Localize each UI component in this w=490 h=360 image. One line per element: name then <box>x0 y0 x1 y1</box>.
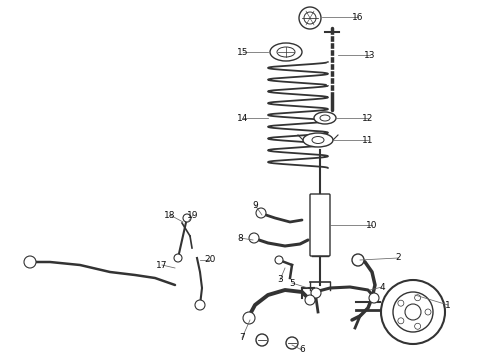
Circle shape <box>256 208 266 218</box>
Circle shape <box>352 254 364 266</box>
Text: 11: 11 <box>362 135 374 144</box>
Text: 1: 1 <box>445 301 451 310</box>
Text: 6: 6 <box>299 346 305 355</box>
Text: 12: 12 <box>362 113 374 122</box>
Text: 9: 9 <box>252 201 258 210</box>
Circle shape <box>183 214 191 222</box>
Circle shape <box>304 12 316 24</box>
Circle shape <box>405 304 421 320</box>
Circle shape <box>249 233 259 243</box>
Text: 10: 10 <box>366 220 378 230</box>
Circle shape <box>195 300 205 310</box>
Circle shape <box>311 288 321 298</box>
Circle shape <box>243 312 255 324</box>
Circle shape <box>24 256 36 268</box>
Text: 5: 5 <box>289 279 295 288</box>
Circle shape <box>305 295 315 305</box>
Ellipse shape <box>270 43 302 61</box>
Text: 13: 13 <box>364 50 376 59</box>
Circle shape <box>381 280 445 344</box>
Text: 16: 16 <box>352 13 364 22</box>
Circle shape <box>398 300 404 306</box>
Circle shape <box>393 292 433 332</box>
Ellipse shape <box>320 115 330 121</box>
Text: 17: 17 <box>156 261 168 270</box>
Text: 3: 3 <box>277 275 283 284</box>
Ellipse shape <box>277 47 295 57</box>
Ellipse shape <box>312 136 324 144</box>
Circle shape <box>398 318 404 324</box>
Circle shape <box>415 295 420 301</box>
Circle shape <box>286 337 298 349</box>
FancyBboxPatch shape <box>310 194 330 256</box>
Circle shape <box>275 256 283 264</box>
Circle shape <box>425 309 431 315</box>
Text: 8: 8 <box>237 234 243 243</box>
Text: 15: 15 <box>237 48 249 57</box>
Text: 20: 20 <box>204 256 216 265</box>
Circle shape <box>299 7 321 29</box>
Text: 2: 2 <box>395 253 401 262</box>
Circle shape <box>415 323 420 329</box>
Text: 18: 18 <box>164 211 176 220</box>
Circle shape <box>256 334 268 346</box>
Text: 19: 19 <box>187 211 199 220</box>
Text: 14: 14 <box>237 113 249 122</box>
Text: 4: 4 <box>379 283 385 292</box>
Circle shape <box>369 293 379 303</box>
Ellipse shape <box>314 112 336 124</box>
Circle shape <box>174 254 182 262</box>
Ellipse shape <box>303 133 333 147</box>
Text: 7: 7 <box>239 333 245 342</box>
